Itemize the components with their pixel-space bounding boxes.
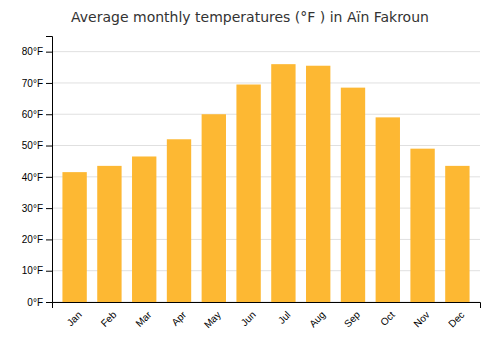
x-tick: Aug (307, 309, 327, 329)
y-tick-mark (46, 83, 52, 84)
y-tick-label: 0°F (27, 297, 43, 308)
y-tick-label: 50°F (22, 140, 43, 151)
y-tick: 70°F (22, 78, 52, 89)
bar (236, 85, 260, 302)
y-tick: 60°F (22, 109, 52, 120)
bar (97, 166, 121, 302)
bar (341, 88, 365, 302)
y-tick-mark (46, 239, 52, 240)
bar (306, 66, 330, 302)
x-tick: Apr (169, 309, 188, 328)
x-tick: Oct (378, 309, 397, 328)
grid (52, 52, 480, 302)
x-tick: Sep (342, 309, 363, 330)
x-tick-label: Sep (342, 309, 363, 330)
y-tick-label: 10°F (22, 265, 43, 276)
x-tick: Dec (446, 309, 466, 329)
y-tick-label: 80°F (22, 46, 43, 57)
x-tick-label: Oct (378, 309, 397, 328)
title: Average monthly temperatures (°F ) in Aï… (71, 9, 429, 25)
x-tick-label: Aug (307, 309, 327, 329)
y-tick: 20°F (22, 234, 52, 245)
y-tick-mark (46, 52, 52, 53)
y-tick-mark (46, 302, 52, 303)
bar (445, 166, 469, 302)
y-tick-mark (46, 271, 52, 272)
x-tick-label: Jan (65, 309, 84, 328)
y-axis-line (46, 37, 53, 303)
bar (410, 149, 434, 302)
x-axis: Jan Feb Mar Apr May Jun Jul Aug Sep Oct Nov Dec (53, 303, 481, 331)
x-tick-label: Nov (411, 309, 431, 329)
y-tick-label: 20°F (22, 234, 43, 245)
x-tick-label: Jun (239, 309, 258, 328)
plot: 0°F 10°F 20°F 30°F 40°F 50°F 60°F 70°F 80°F Jan Fe… (22, 37, 481, 331)
y-tick-mark (46, 146, 52, 147)
y-tick-label: 70°F (22, 78, 43, 89)
bar (132, 156, 156, 302)
x-tick-label: Jul (276, 309, 293, 326)
x-tick: Mar (133, 309, 153, 329)
bar (62, 172, 86, 302)
y-tick-label: 60°F (22, 109, 43, 120)
y-tick-mark (46, 208, 52, 209)
grid-line (52, 145, 480, 146)
bar (167, 139, 191, 302)
x-tick: May (202, 309, 223, 330)
x-tick-label: Dec (446, 309, 466, 329)
x-axis-line (53, 303, 481, 309)
grid-line (52, 114, 480, 115)
y-tick: 30°F (22, 203, 52, 214)
bar (376, 117, 400, 302)
x-tick: Jul (276, 309, 293, 326)
y-tick: 0°F (27, 297, 52, 308)
y-tick-label: 30°F (22, 203, 43, 214)
grid-line (52, 51, 480, 52)
bars (62, 64, 469, 302)
y-axis: 0°F 10°F 20°F 30°F 40°F 50°F 60°F 70°F 80°F (22, 37, 53, 308)
x-tick-label: Apr (169, 309, 188, 328)
bar (271, 64, 295, 302)
y-tick: 80°F (22, 46, 52, 57)
x-tick: Jan (65, 309, 84, 328)
y-tick-mark (46, 114, 52, 115)
chart: 0°F 10°F 20°F 30°F 40°F 50°F 60°F 70°F 80°F Jan Fe… (0, 0, 500, 350)
x-tick-label: Feb (99, 309, 119, 329)
x-tick: Feb (99, 309, 119, 329)
x-tick-label: Mar (133, 309, 153, 329)
y-tick: 50°F (22, 140, 52, 151)
y-tick: 40°F (22, 172, 52, 183)
x-tick: Jun (239, 309, 258, 328)
x-tick-label: May (202, 309, 223, 330)
y-tick-mark (46, 177, 52, 178)
x-tick: Nov (411, 309, 431, 329)
y-tick: 10°F (22, 265, 52, 276)
y-tick-label: 40°F (22, 172, 43, 183)
bar (202, 114, 226, 302)
grid-line (52, 82, 480, 83)
